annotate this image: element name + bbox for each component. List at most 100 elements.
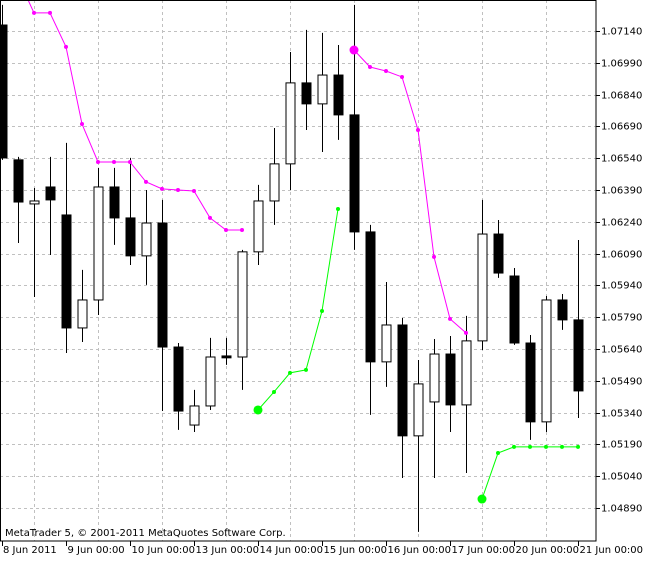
y-tick-label: 1.06840: [601, 91, 642, 102]
indicator-point: [32, 10, 36, 15]
indicator-point: [112, 159, 116, 164]
candle-body: [237, 251, 248, 358]
indicator-point: [304, 367, 308, 372]
candle-body: [205, 356, 216, 407]
indicator-point: [96, 159, 100, 164]
plot-border: [0, 0, 597, 542]
candle-body: [429, 353, 440, 403]
indicator-point: [192, 189, 196, 194]
indicator-point: [176, 187, 180, 192]
candle-body: [445, 353, 456, 406]
indicator-point: [477, 494, 487, 504]
indicator-point: [464, 330, 468, 335]
candle-body: [93, 186, 104, 301]
y-tick-label: 1.04890: [601, 504, 642, 515]
plot-area: [0, 0, 584, 532]
y-tick-label: 1.05190: [601, 440, 642, 451]
candle-body: [349, 114, 360, 233]
indicator-point: [224, 228, 228, 233]
candle-body: [29, 200, 40, 205]
indicator-point: [576, 444, 580, 449]
x-tick-label: 14 Jun 00:00: [260, 545, 324, 556]
candle-body: [397, 324, 408, 437]
indicator-point: [496, 451, 500, 456]
candle-body: [493, 233, 504, 274]
y-tick-label: 1.06690: [601, 122, 642, 133]
candle-body: [365, 231, 376, 363]
indicator-point: [432, 254, 436, 259]
candle-body: [301, 82, 312, 105]
candle-body: [477, 233, 488, 342]
indicator-point: [448, 316, 452, 321]
indicator-point: [208, 215, 212, 220]
candle-body: [253, 200, 264, 253]
indicator-point: [416, 127, 420, 132]
indicator-line: [257, 208, 339, 411]
candle-body: [317, 74, 328, 105]
candle-body: [0, 24, 8, 159]
x-tick-label: 17 Jun 00:00: [452, 545, 516, 556]
indicator-point: [48, 10, 52, 15]
indicator-point: [560, 444, 564, 449]
indicator-point: [240, 228, 244, 233]
candle-body: [509, 275, 520, 344]
indicator-point: [64, 44, 68, 49]
y-tick-label: 1.06090: [601, 250, 642, 261]
watermark: MetaTrader 5, © 2001-2011 MetaQuotes Sof…: [5, 528, 286, 539]
indicator-point: [80, 122, 84, 127]
x-tick-label: 20 Jun 00:00: [516, 545, 580, 556]
y-tick-label: 1.05490: [601, 377, 642, 388]
candle-body: [557, 299, 568, 321]
candle-body: [77, 299, 88, 329]
indicator-point: [368, 64, 372, 69]
indicator-point: [384, 69, 388, 74]
candle-body: [333, 74, 344, 116]
indicator-point: [160, 186, 164, 191]
y-tick-label: 1.05790: [601, 313, 642, 324]
indicator-point: [272, 389, 276, 394]
indicator-point: [349, 45, 359, 55]
candle-body: [45, 186, 56, 201]
y-tick-label: 1.06390: [601, 186, 642, 197]
indicator-point: [144, 179, 148, 184]
x-tick-label: 16 Jun 00:00: [388, 545, 452, 556]
indicator-point: [512, 444, 516, 449]
candle-body: [109, 186, 120, 219]
candle-body: [413, 383, 424, 437]
candle-body: [157, 222, 168, 348]
indicator-point: [253, 405, 263, 415]
candle-body: [285, 82, 296, 165]
indicator-point: [288, 370, 292, 375]
indicator-point: [528, 444, 532, 449]
x-tick-label: 10 Jun 00:00: [132, 545, 196, 556]
indicator-point: [320, 308, 324, 313]
candle-body: [221, 355, 232, 359]
candle-body: [141, 222, 152, 257]
indicator-point: [400, 74, 404, 79]
candle-body: [573, 319, 584, 392]
candle-body: [381, 324, 392, 363]
indicator-line: [353, 49, 467, 334]
x-tick-label: 13 Jun 00:00: [196, 545, 260, 556]
y-tick-label: 1.05040: [601, 472, 642, 483]
candle-body: [541, 299, 552, 423]
y-tick-label: 1.06540: [601, 154, 642, 165]
x-tick-label: 21 Jun 00:00: [580, 545, 644, 556]
candle-body: [525, 342, 536, 423]
candle-body: [189, 405, 200, 426]
y-tick-label: 1.05940: [601, 281, 642, 292]
y-tick-label: 1.05340: [601, 409, 642, 420]
y-tick-label: 1.05640: [601, 345, 642, 356]
x-tick-label: 8 Jun 2011: [3, 545, 57, 556]
x-tick-label: 15 Jun 00:00: [324, 545, 388, 556]
indicator-point: [336, 207, 340, 212]
candle-body: [13, 159, 24, 203]
indicator-point: [544, 444, 548, 449]
y-tick-label: 1.06240: [601, 218, 642, 229]
y-tick-label: 1.07140: [601, 27, 642, 38]
x-tick-label: 9 Jun 00:00: [68, 545, 125, 556]
y-tick-label: 1.06990: [601, 59, 642, 70]
axes: 1.04890 1.05040 1.05190 1.05340 1.05490 1.056…: [2, 27, 644, 556]
candle-body: [173, 346, 184, 412]
